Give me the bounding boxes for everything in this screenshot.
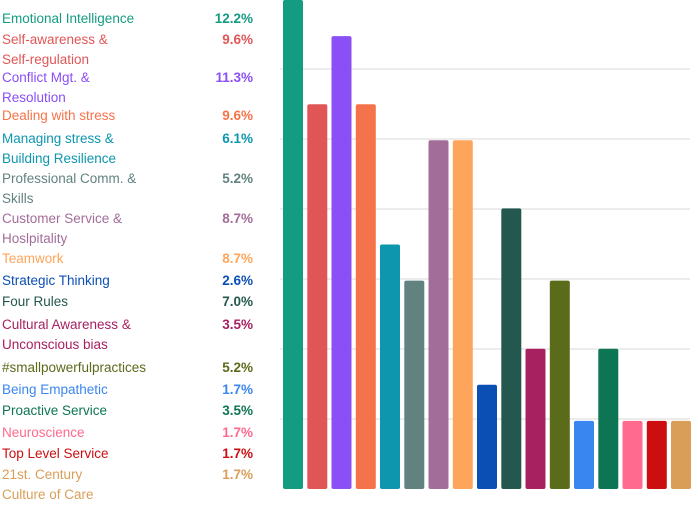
- data-label: 5.2%: [222, 360, 253, 375]
- legend: Emotional Intelligence 12.2% Self-awarenes…: [2, 11, 253, 502]
- legend-label: Strategic Thinking: [2, 273, 110, 288]
- data-label: 2.6%: [222, 273, 253, 288]
- legend-item: Managing stress & Building Resilience 6.1%: [2, 131, 253, 166]
- data-label: 5.2%: [222, 171, 253, 186]
- data-label: 8.7%: [222, 211, 253, 226]
- legend-item: Teamwork 8.7%: [2, 251, 253, 266]
- legend-label: Four Rules: [2, 294, 68, 309]
- bar: [355, 104, 376, 489]
- legend-item: Self-awareness & Self-regulation 9.6%: [2, 32, 253, 67]
- legend-label: Self-awareness &: [2, 32, 108, 47]
- legend-label: Being Empathetic: [2, 382, 108, 397]
- legend-label: Self-regulation: [2, 52, 89, 67]
- data-label: 1.7%: [222, 382, 253, 397]
- legend-label: Cultural Awareness &: [2, 317, 131, 332]
- bar: [452, 140, 473, 490]
- legend-label: 21st. Century: [2, 467, 83, 482]
- legend-item: Dealing with stress 9.6%: [2, 108, 253, 123]
- bar: [428, 140, 449, 490]
- bar: [671, 420, 691, 489]
- bar: [477, 384, 497, 489]
- legend-label: Top Level Service: [2, 446, 109, 461]
- legend-item: Neuroscience 1.7%: [2, 425, 253, 440]
- legend-label: Customer Service &: [2, 211, 122, 226]
- data-label: 6.1%: [222, 131, 253, 146]
- bar: [622, 420, 643, 489]
- bar: [380, 244, 400, 489]
- data-label: 1.7%: [222, 467, 253, 482]
- data-label: 8.7%: [222, 251, 253, 266]
- legend-label: Dealing with stress: [2, 108, 116, 123]
- legend-label: Resolution: [2, 90, 66, 105]
- data-label: 3.5%: [222, 317, 253, 332]
- bar: [331, 36, 352, 489]
- legend-item: Four Rules 7.0%: [2, 294, 253, 309]
- legend-item: Emotional Intelligence 12.2%: [2, 11, 253, 26]
- legend-item: Proactive Service 3.5%: [2, 403, 253, 418]
- bar: [404, 280, 425, 489]
- data-label: 11.3%: [215, 70, 253, 85]
- legend-item: 21st. Century Culture of Care 1.7%: [2, 467, 253, 502]
- legend-item: Top Level Service 1.7%: [2, 446, 253, 461]
- legend-label: Conflict Mgt. &: [2, 70, 90, 85]
- legend-label: Emotional Intelligence: [2, 11, 134, 26]
- bar: [307, 104, 328, 489]
- legend-label: Building Resilience: [2, 151, 116, 166]
- bar: [283, 0, 303, 489]
- data-label: 3.5%: [222, 403, 253, 418]
- data-label: 9.6%: [222, 32, 253, 47]
- data-label: 7.0%: [222, 294, 253, 309]
- legend-item: Strategic Thinking 2.6%: [2, 273, 253, 288]
- bar: [646, 420, 667, 489]
- legend-label: Managing stress &: [2, 131, 114, 146]
- data-label: 12.2%: [215, 11, 253, 26]
- legend-label: Proactive Service: [2, 403, 107, 418]
- bar: [525, 348, 546, 489]
- data-label: 9.6%: [222, 108, 253, 123]
- legend-label: Teamwork: [2, 251, 64, 266]
- bar: [501, 208, 522, 489]
- bars: [283, 0, 691, 490]
- bar: [574, 420, 594, 489]
- bar: [598, 348, 619, 489]
- legend-item: Professional Comm. & Skills 5.2%: [2, 171, 253, 206]
- legend-label: Culture of Care: [2, 487, 94, 502]
- legend-item: Cultural Awareness & Unconscious bias 3.5%: [2, 317, 253, 352]
- legend-item: #smallpowerfulpractices 5.2%: [2, 360, 253, 375]
- legend-item: Being Empathetic 1.7%: [2, 382, 253, 397]
- legend-item: Customer Service & Hoslpitality 8.7%: [2, 211, 253, 246]
- legend-label: Hoslpitality: [2, 231, 68, 246]
- legend-label: Unconscious bias: [2, 337, 108, 352]
- bar: [549, 280, 570, 489]
- legend-label: Skills: [2, 191, 34, 206]
- legend-label: #smallpowerfulpractices: [2, 360, 146, 375]
- data-label: 1.7%: [222, 446, 253, 461]
- legend-label: Neuroscience: [2, 425, 85, 440]
- legend-item: Conflict Mgt. & Resolution 11.3%: [2, 70, 253, 105]
- legend-label: Professional Comm. &: [2, 171, 136, 186]
- data-label: 1.7%: [222, 425, 253, 440]
